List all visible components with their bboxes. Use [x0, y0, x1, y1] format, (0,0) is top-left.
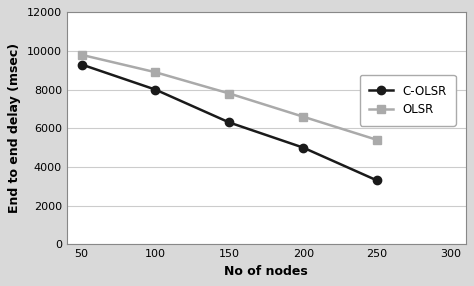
- Line: C-OLSR: C-OLSR: [77, 60, 381, 185]
- C-OLSR: [374, 179, 380, 182]
- OLSR: [79, 53, 84, 57]
- C-OLSR: [301, 146, 306, 149]
- C-OLSR: [153, 88, 158, 91]
- Legend: C-OLSR, OLSR: C-OLSR, OLSR: [360, 75, 456, 126]
- OLSR: [227, 92, 232, 95]
- X-axis label: No of nodes: No of nodes: [224, 265, 308, 278]
- C-OLSR: [79, 63, 84, 66]
- Y-axis label: End to end delay (msec): End to end delay (msec): [9, 43, 21, 213]
- C-OLSR: [227, 121, 232, 124]
- OLSR: [301, 115, 306, 118]
- OLSR: [153, 71, 158, 74]
- Line: OLSR: OLSR: [77, 51, 381, 144]
- OLSR: [374, 138, 380, 142]
